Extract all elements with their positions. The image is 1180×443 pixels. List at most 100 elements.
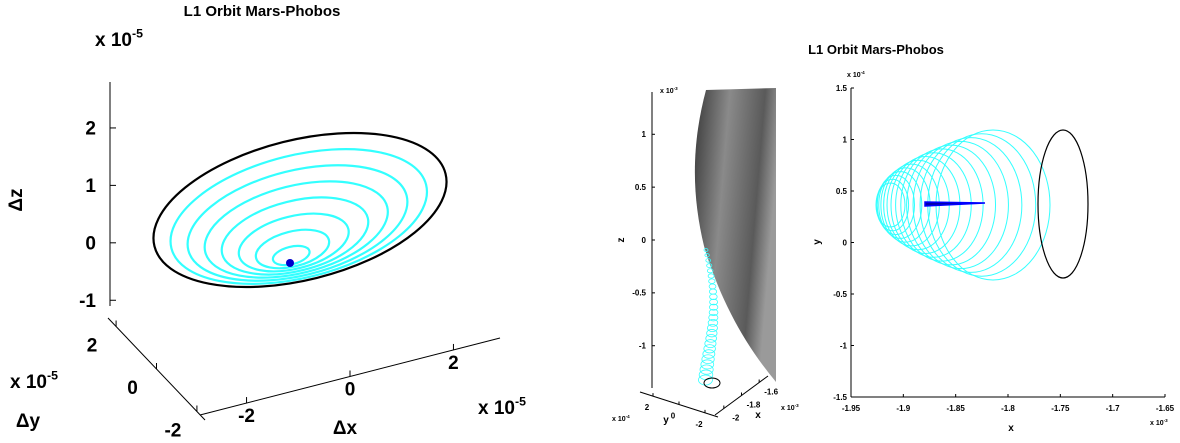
y-tick-label: 1 xyxy=(843,136,848,145)
x-tick-label: 2 xyxy=(448,353,459,374)
orbit-ring xyxy=(912,140,1009,270)
multiplier-base: x 10 xyxy=(847,72,861,79)
z-tick-label: 0 xyxy=(85,233,96,254)
x-tick-label: -1.75 xyxy=(1051,404,1070,413)
orbit-ring xyxy=(220,196,370,276)
z-tick-label: 1 xyxy=(642,130,647,139)
orbit-ring xyxy=(706,329,718,338)
orbit-ring xyxy=(1037,129,1089,279)
orbit-ring xyxy=(705,334,717,343)
orbit-ring xyxy=(704,253,710,258)
y-tick-label: 1.5 xyxy=(836,84,848,93)
orbit-core xyxy=(924,201,986,207)
y-tick-label: -1.5 xyxy=(833,393,847,402)
x-tick-label: -1.6 xyxy=(764,388,778,397)
orbit-ring xyxy=(705,258,712,263)
orbit-ring xyxy=(169,148,429,285)
multiplier-base: x 10 xyxy=(612,416,626,423)
multiplier-power: -4 xyxy=(626,414,631,419)
x-tick-label: 0 xyxy=(345,380,356,401)
x-tick-label: -1.85 xyxy=(947,404,966,413)
z-axis-label: Δz xyxy=(6,188,27,211)
orbit-ring xyxy=(700,359,715,370)
orbit-ring xyxy=(706,263,713,268)
z-tick-label: 2 xyxy=(85,119,96,140)
orbit-ring xyxy=(707,268,714,274)
y-tick-label: -2 xyxy=(695,420,703,429)
x-tick-label: -1.9 xyxy=(896,404,910,413)
axis-multiplier: x 10-4 xyxy=(847,70,865,79)
orbit-ring xyxy=(237,212,350,273)
orbit-ring xyxy=(708,283,717,290)
orbit-ring xyxy=(203,180,389,279)
orbit-ring xyxy=(709,303,719,311)
chart-title: L1 Orbit Mars-Phobos xyxy=(808,42,944,57)
y-tick-label: 2 xyxy=(645,403,650,412)
multiplier-base: x 10 xyxy=(781,405,795,412)
orbit-ring xyxy=(906,144,997,266)
multiplier-base: x 10 xyxy=(478,398,515,419)
orbit-ring xyxy=(708,313,719,322)
multiplier-power: -4 xyxy=(861,70,866,75)
y-tick-label: 2 xyxy=(87,336,98,357)
multiplier-power: -3 xyxy=(795,403,800,408)
axis-multiplier: x 10-3 xyxy=(781,403,799,412)
multiplier-base: x 10 xyxy=(660,88,674,95)
x-axis-label: x xyxy=(1008,423,1014,434)
y-tick-label: -0.5 xyxy=(833,290,847,299)
axis-multiplier: x 10-5 xyxy=(10,368,58,393)
y-axis-label: y xyxy=(663,415,669,426)
orbit-ring xyxy=(709,298,718,306)
orbit-ring xyxy=(186,164,409,282)
orbit-ring xyxy=(708,278,716,284)
z-tick-label: -0.5 xyxy=(632,289,646,298)
z-axis-label: z xyxy=(616,238,627,243)
orbit-ring xyxy=(709,288,718,295)
x-tick-label: -1.8 xyxy=(747,401,761,410)
x-tick-label: -2 xyxy=(238,406,255,427)
multiplier-power: -5 xyxy=(47,368,58,382)
orbit-ring xyxy=(707,318,719,327)
y-tick-label: 0 xyxy=(127,378,138,399)
axis-multiplier: x 10-5 xyxy=(478,394,526,419)
x-axis-label: Δx xyxy=(333,418,358,439)
orbit-ring xyxy=(698,374,713,386)
multiplier-power: -3 xyxy=(1164,418,1169,423)
orbit-ring xyxy=(152,131,448,289)
x-tick-label: -2 xyxy=(732,414,740,423)
orbit-ring xyxy=(703,248,709,252)
y-axis-label: y xyxy=(812,239,823,245)
z-tick-label: 1 xyxy=(85,176,96,197)
orbit-ring xyxy=(703,377,721,389)
multiplier-base: x 10 xyxy=(95,30,132,51)
multiplier-base: x 10 xyxy=(1150,420,1164,427)
orbit-ring xyxy=(708,308,719,316)
orbit-ring xyxy=(703,344,716,354)
x-tick-label: -1.65 xyxy=(1156,404,1175,413)
orbit-ring xyxy=(707,273,715,279)
orbit-ring xyxy=(707,323,718,332)
axis-multiplier: x 10-3 xyxy=(1150,418,1168,427)
plot-area xyxy=(851,88,1165,397)
multiplier-power: -5 xyxy=(515,394,526,408)
x-tick-label: -1.7 xyxy=(1106,404,1120,413)
x-tick-label: -1.8 xyxy=(1001,404,1015,413)
multiplier-base: x 10 xyxy=(10,372,47,393)
orbit-ring xyxy=(709,293,718,300)
orbit-ring xyxy=(699,364,714,375)
x-axis-label: x xyxy=(755,410,761,421)
x-tick-label: -1.95 xyxy=(842,404,861,413)
y-tick-label: 0 xyxy=(671,412,676,421)
axis-multiplier: x 10-4 xyxy=(612,414,630,423)
y-tick-label: -1 xyxy=(840,342,848,351)
y-axis-label: Δy xyxy=(16,411,41,432)
y-tick-label: 0 xyxy=(843,239,848,248)
z-tick-label: -1 xyxy=(639,342,647,351)
orbit-ring xyxy=(702,349,716,359)
spacecraft xyxy=(286,259,294,267)
orbit-ring xyxy=(919,137,1023,273)
z-tick-label: 0.5 xyxy=(635,183,647,192)
axis-multiplier: x 10-5 xyxy=(95,26,143,51)
y-tick-label: -2 xyxy=(164,421,181,442)
